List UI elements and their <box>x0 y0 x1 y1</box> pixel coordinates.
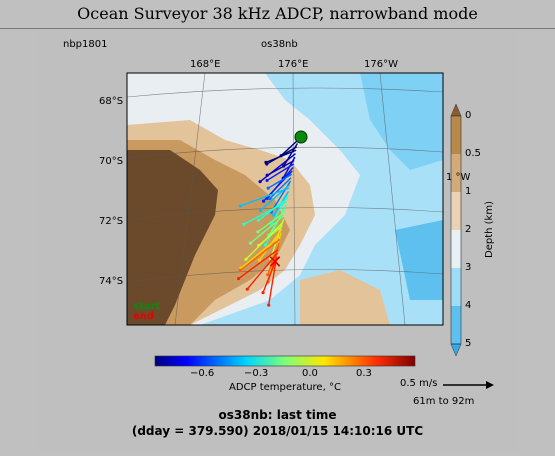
depth-tick: 1 <box>465 186 472 197</box>
depth-tick: 5 <box>465 338 472 349</box>
depth-band-2 <box>451 192 461 230</box>
adcp-vector <box>268 256 278 306</box>
scale-arrow <box>443 381 494 389</box>
adcp-vector <box>266 159 295 176</box>
scale-speed-label: 0.5 m/s <box>400 378 438 389</box>
adcp-vector-head <box>264 160 268 164</box>
adcp-vector <box>257 211 286 233</box>
adcp-vector-head <box>272 213 276 217</box>
adcp-vector-head <box>245 287 249 291</box>
map-area: ✕ <box>127 73 443 325</box>
temp-tick: 0.3 <box>356 368 372 379</box>
temp-tick: −0.6 <box>190 368 215 379</box>
lat-tick-70s: 70°S <box>99 156 124 167</box>
adcp-vector-head <box>261 199 266 203</box>
lat-tick-74s: 74°S <box>99 276 124 287</box>
adcp-vector-head <box>256 218 261 222</box>
cruise-id: nbp1801 <box>63 39 108 50</box>
adcp-vector <box>238 249 279 280</box>
instrument-label: os38nb <box>261 39 298 50</box>
adcp-vector <box>269 177 292 199</box>
title-bar: Ocean Surveyor 38 kHz ADCP, narrowband m… <box>0 0 555 29</box>
land <box>127 150 218 325</box>
deep-patch-2 <box>395 220 443 300</box>
temperature-colorbar <box>154 355 416 367</box>
footer-line-1: os38nb: last time <box>218 408 337 422</box>
depth-tick: 2 <box>465 224 472 235</box>
depth-tick: 0 <box>465 110 472 121</box>
adcp-vector <box>240 235 281 269</box>
scale-depth-range: 61m to 92m <box>413 396 475 407</box>
adcp-vector-head <box>267 303 271 307</box>
depth-tick: 3 <box>465 262 472 273</box>
adcp-vectors <box>237 139 299 307</box>
lon-tick-168e: 168°E <box>190 59 221 70</box>
adcp-vector-head <box>265 173 269 177</box>
depth-colorbar <box>450 103 462 357</box>
adcp-vector <box>239 238 281 271</box>
adcp-vector <box>280 139 299 157</box>
adcp-vector <box>239 187 290 207</box>
lat-tick-68s: 68°S <box>99 96 124 107</box>
depth-band-3 <box>451 230 461 268</box>
adcp-vector-head <box>266 273 270 277</box>
footer-line-2: (dday = 379.590) 2018/01/15 14:10:16 UTC <box>131 424 424 438</box>
depth-colorbar-top-arrow <box>450 103 462 117</box>
adcp-vector <box>267 173 293 189</box>
adcp-vector <box>246 252 278 290</box>
window-title: Ocean Surveyor 38 kHz ADCP, narrowband m… <box>77 4 478 23</box>
adcp-vector-head <box>261 291 265 295</box>
temp-tick: −0.3 <box>244 368 269 379</box>
adcp-vector-head <box>266 186 270 190</box>
adcp-vector-head <box>248 241 253 245</box>
start-marker <box>294 130 308 144</box>
lat-tick-72s: 72°S <box>99 216 124 227</box>
adcp-vector <box>262 259 277 293</box>
adcp-vector-head <box>257 258 262 262</box>
deep-patch-1 <box>360 73 443 170</box>
bank <box>300 270 390 325</box>
adcp-vector-head <box>238 204 242 208</box>
temp-colorbar-label: ADCP temperature, °C <box>229 382 341 393</box>
adcp-vector <box>243 201 288 225</box>
adcp-vector-head <box>238 268 242 272</box>
adcp-vector-head <box>244 257 248 261</box>
adcp-vector <box>250 214 285 244</box>
lon-tick-176w: 176°W <box>364 59 398 70</box>
adcp-vector <box>265 149 297 164</box>
adcp-vector-head <box>265 178 269 183</box>
adcp-vector <box>258 225 283 247</box>
depth-band-4 <box>451 268 461 306</box>
depth-tick: 4 <box>465 300 472 311</box>
adcp-vector-head <box>258 180 262 184</box>
lon-tick-176e: 176°E <box>278 59 309 70</box>
adcp-vector-head <box>263 243 268 247</box>
adcp-vector-head <box>256 230 260 234</box>
legend-end: end <box>133 311 155 322</box>
adcp-vector-head <box>242 222 246 226</box>
depth-band-0 <box>451 116 461 154</box>
depth-band-5 <box>451 306 461 344</box>
adcp-vector <box>266 163 294 182</box>
temp-tick: 0.0 <box>302 368 318 379</box>
adcp-vector-head <box>258 208 263 213</box>
lon-tick-clipped: 1 °W <box>446 172 471 183</box>
adcp-vector <box>259 153 296 183</box>
depth-colorbar-bottom-arrow <box>450 343 462 357</box>
depth-colorbar-label: Depth (km) <box>484 201 495 258</box>
adcp-vector-head <box>237 276 241 281</box>
end-marker: ✕ <box>267 252 282 273</box>
map-frame <box>126 72 444 326</box>
adcp-vector-head <box>257 243 261 248</box>
depth-band-1 <box>451 154 461 192</box>
depth-tick: 0.5 <box>465 148 481 159</box>
adcp-vector-head <box>268 196 272 201</box>
legend-start: start <box>133 301 161 312</box>
